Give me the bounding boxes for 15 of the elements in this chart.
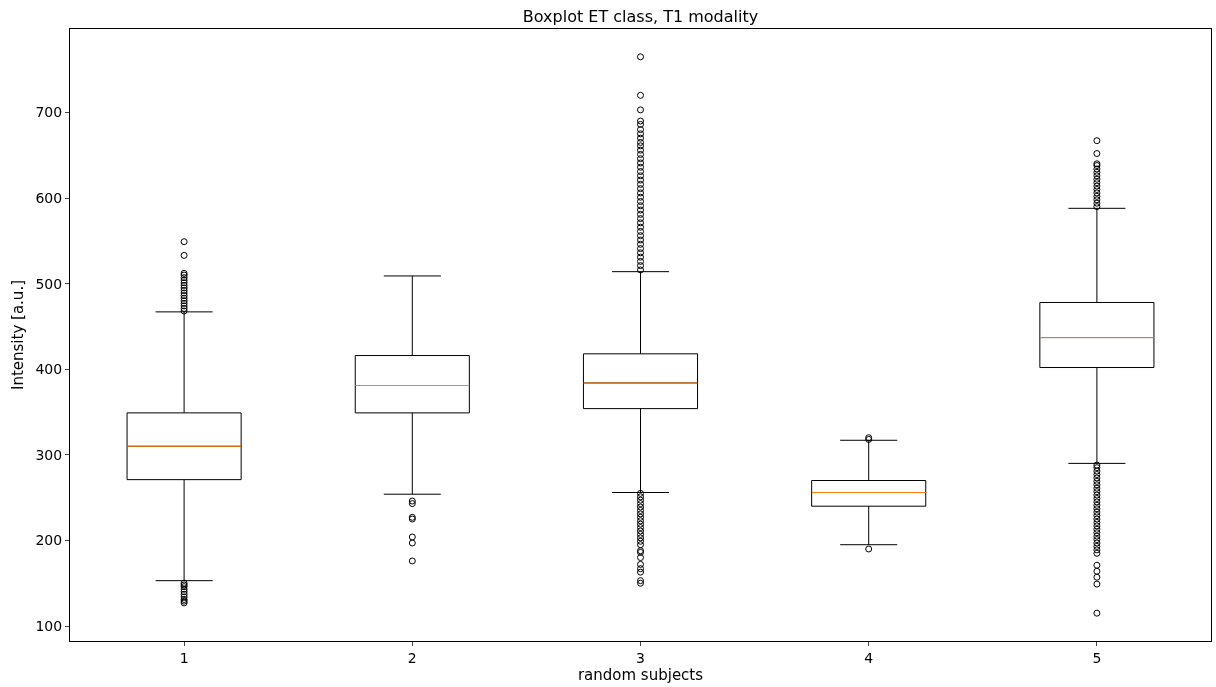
y-tick-label: 200 bbox=[35, 532, 63, 549]
x-tick-label: 1 bbox=[179, 649, 189, 666]
y-tick-label: 700 bbox=[35, 104, 63, 121]
x-tick-label: 2 bbox=[407, 649, 417, 666]
x-tick-label: 5 bbox=[1092, 649, 1102, 666]
y-tick-label: 100 bbox=[35, 617, 63, 634]
y-tick-label: 600 bbox=[35, 189, 63, 206]
y-tick-label: 300 bbox=[35, 446, 63, 463]
chart-title: Boxplot ET class, T1 modality bbox=[522, 6, 759, 26]
y-tick-label: 500 bbox=[35, 275, 63, 292]
x-tick-label: 3 bbox=[636, 649, 645, 666]
x-axis-title: random subjects bbox=[577, 665, 704, 684]
y-axis-title: Intensity [a.u.] bbox=[8, 280, 27, 390]
x-tick-label: 4 bbox=[864, 649, 874, 666]
y-tick-label: 400 bbox=[35, 361, 63, 378]
